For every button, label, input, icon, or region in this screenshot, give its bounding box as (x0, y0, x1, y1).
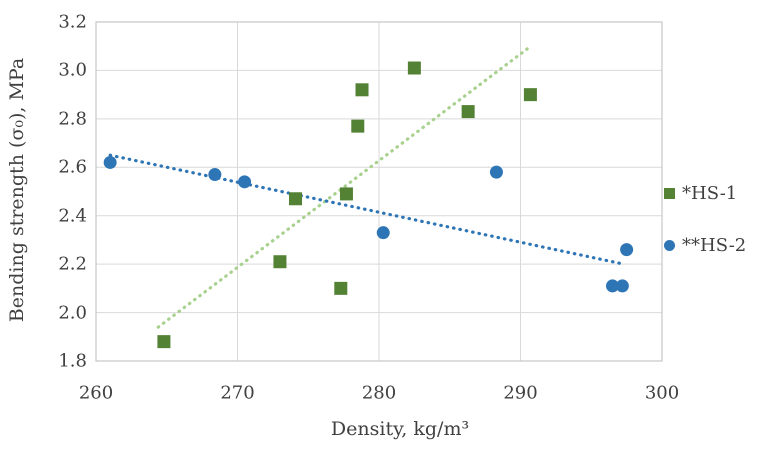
data-point-hs2 (615, 279, 629, 293)
data-point-hs2 (103, 155, 117, 169)
data-point-hs1 (339, 187, 353, 201)
y-axis-title: Bending strength (σ₀), MPa (6, 57, 28, 323)
data-point-hs2 (620, 243, 634, 257)
trendline-hs2 (108, 153, 626, 266)
y-tick-label: 2.4 (58, 205, 87, 227)
y-tick-label: 1.8 (58, 350, 87, 372)
data-point-hs2 (489, 165, 503, 179)
x-tick-label: 290 (503, 382, 538, 404)
legend-item-hs2: **HS-2 (664, 235, 746, 256)
data-point-hs1 (273, 255, 287, 269)
data-point-hs1 (289, 192, 303, 206)
data-point-hs1 (461, 105, 475, 119)
x-axis-title: Density, kg/m³ (330, 418, 470, 440)
hs1-square-icon (664, 188, 675, 199)
legend-label-hs1: *HS-1 (682, 183, 738, 204)
y-tick-label: 3.2 (58, 11, 87, 33)
x-tick-label: 260 (78, 382, 114, 404)
y-tick-label: 2.8 (58, 108, 87, 130)
data-point-hs1 (157, 335, 171, 349)
data-point-hs1 (407, 61, 421, 75)
chart-legend: *HS-1 **HS-2 (664, 0, 757, 450)
legend-label-hs2: **HS-2 (682, 235, 747, 256)
trendline-hs1 (156, 47, 530, 329)
hs2-circle-icon (664, 240, 675, 251)
data-point-hs1 (334, 281, 348, 295)
x-tick-label: 280 (361, 382, 397, 404)
data-point-hs2 (605, 279, 619, 293)
plot-border (95, 21, 663, 362)
y-tick-label: 2.2 (58, 253, 87, 275)
data-point-hs1 (351, 119, 365, 133)
y-tick-label: 2.0 (58, 302, 87, 324)
data-point-hs2 (238, 175, 252, 189)
y-tick-label: 3.0 (58, 59, 87, 81)
legend-item-hs1: *HS-1 (664, 183, 737, 204)
y-tick-label: 2.6 (58, 156, 87, 178)
x-tick-label: 270 (220, 382, 255, 404)
data-point-hs1 (523, 88, 537, 102)
data-point-hs2 (376, 226, 390, 240)
data-point-hs1 (355, 83, 369, 97)
x-tick-label: 300 (644, 382, 680, 404)
data-point-hs2 (208, 168, 222, 182)
